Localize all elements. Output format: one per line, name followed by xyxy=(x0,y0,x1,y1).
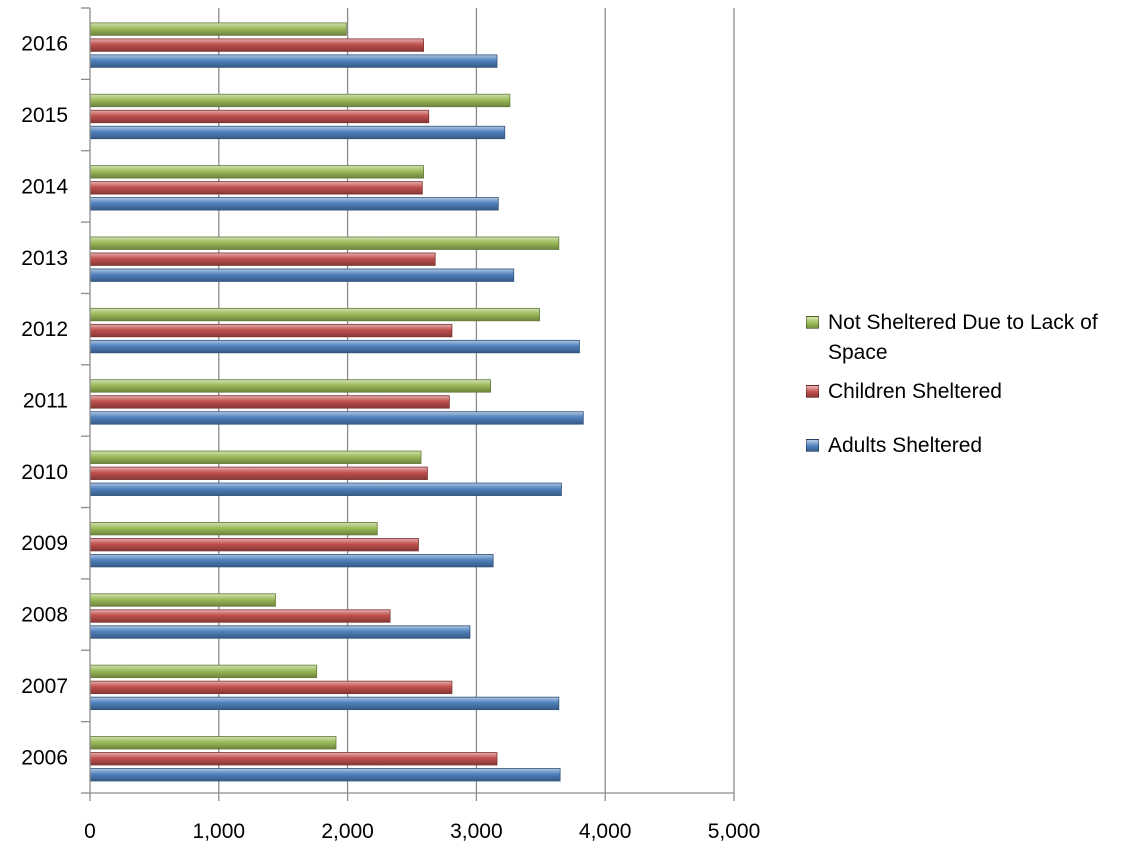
bar-children-sheltered-2011 xyxy=(89,395,450,409)
legend-item-not-sheltered: Not Sheltered Due to Lack of Space xyxy=(806,308,1146,368)
bar-adults-sheltered-2016 xyxy=(89,54,498,68)
axes xyxy=(81,7,735,801)
bar-adults-sheltered-2007 xyxy=(89,696,560,711)
x-tick-label: 3,000 xyxy=(450,820,503,841)
y-tick-label: 2011 xyxy=(23,390,68,413)
y-tick-label: 2016 xyxy=(21,33,68,56)
bar-children-sheltered-2012 xyxy=(89,323,453,338)
bar-not-sheltered-due-to-lack-of-space-2015 xyxy=(89,93,511,108)
x-tick-label: 1,000 xyxy=(193,820,246,841)
y-tick-label: 2006 xyxy=(21,746,68,769)
bar-adults-sheltered-2015 xyxy=(89,125,506,140)
y-tick-label: 2009 xyxy=(21,532,68,555)
legend-swatch-red xyxy=(806,385,819,398)
bar-children-sheltered-2010 xyxy=(89,466,428,480)
legend-label-children: Children Sheltered xyxy=(828,380,1002,403)
bar-adults-sheltered-2014 xyxy=(89,197,499,211)
bar-children-sheltered-2016 xyxy=(89,38,424,52)
bar-children-sheltered-2014 xyxy=(89,181,423,195)
bar-children-sheltered-2008 xyxy=(89,609,391,623)
legend-swatch-green xyxy=(806,316,819,329)
y-tick-label: 2007 xyxy=(21,675,68,698)
bar-children-sheltered-2009 xyxy=(89,538,419,552)
legend-swatch-blue xyxy=(806,439,819,452)
legend-item-children: Children Sheltered xyxy=(806,377,1146,407)
bars-group xyxy=(89,22,584,782)
bar-adults-sheltered-2013 xyxy=(89,268,515,282)
y-tick-label: 2012 xyxy=(21,318,68,341)
bar-not-sheltered-due-to-lack-of-space-2010 xyxy=(89,450,422,464)
legend: Not Sheltered Due to Lack of Space Child… xyxy=(806,308,1146,470)
bar-not-sheltered-due-to-lack-of-space-2013 xyxy=(89,236,560,250)
y-tick-label: 2010 xyxy=(21,461,68,484)
x-tick-label: 0 xyxy=(84,820,96,841)
y-tick-label: 2008 xyxy=(21,604,68,627)
y-tick-label: 2014 xyxy=(21,175,68,198)
bar-children-sheltered-2015 xyxy=(89,109,430,124)
bar-not-sheltered-due-to-lack-of-space-2014 xyxy=(89,165,424,179)
bar-not-sheltered-due-to-lack-of-space-2011 xyxy=(89,379,491,393)
bar-adults-sheltered-2006 xyxy=(89,768,561,782)
y-tick-label: 2013 xyxy=(21,247,68,270)
bar-adults-sheltered-2011 xyxy=(89,411,584,425)
x-tick-label: 4,000 xyxy=(579,820,632,841)
bar-adults-sheltered-2009 xyxy=(89,554,494,568)
bar-children-sheltered-2007 xyxy=(89,680,453,695)
bar-not-sheltered-due-to-lack-of-space-2009 xyxy=(89,522,378,536)
bar-children-sheltered-2006 xyxy=(89,752,498,766)
y-tick-label: 2015 xyxy=(21,104,68,127)
bar-not-sheltered-due-to-lack-of-space-2012 xyxy=(89,307,540,322)
legend-label-adults: Adults Sheltered xyxy=(828,434,983,457)
bar-not-sheltered-due-to-lack-of-space-2016 xyxy=(89,22,347,36)
tick-labels: 2006 2007 2008 2009 2010 2011 2012 2013 2014 2015… xyxy=(21,33,760,841)
bar-not-sheltered-due-to-lack-of-space-2006 xyxy=(89,736,337,750)
bar-not-sheltered-due-to-lack-of-space-2007 xyxy=(89,664,318,679)
bar-adults-sheltered-2012 xyxy=(89,339,580,354)
x-tick-label: 2,000 xyxy=(321,820,374,841)
legend-item-adults: Adults Sheltered xyxy=(806,431,1146,461)
bar-adults-sheltered-2010 xyxy=(89,482,562,496)
bar-adults-sheltered-2008 xyxy=(89,625,471,639)
x-tick-label: 5,000 xyxy=(708,820,761,841)
bar-children-sheltered-2013 xyxy=(89,252,436,266)
bar-not-sheltered-due-to-lack-of-space-2008 xyxy=(89,593,276,607)
legend-label-not-sheltered: Not Sheltered Due to Lack of Space xyxy=(828,311,1098,364)
